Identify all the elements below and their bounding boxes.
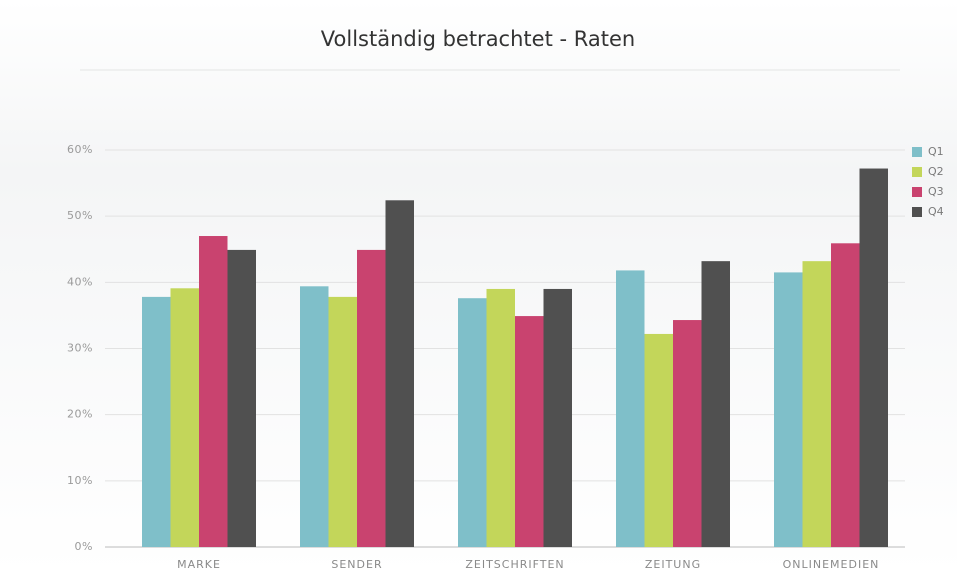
x-tick-label: ONLINEMEDIEN	[783, 558, 880, 571]
bar	[616, 270, 645, 547]
legend-label: Q2	[928, 165, 944, 178]
y-tick-label: 10%	[67, 474, 93, 487]
legend-swatch	[912, 187, 922, 197]
bar	[673, 320, 702, 547]
bar	[701, 261, 730, 547]
legend-label: Q4	[928, 205, 944, 218]
bar	[644, 333, 673, 547]
x-tick-label: MARKE	[177, 558, 221, 571]
legend-swatch	[912, 147, 922, 157]
bar	[831, 243, 860, 548]
x-tick-label: ZEITSCHRIFTEN	[465, 558, 564, 571]
bar	[486, 288, 515, 547]
x-tick-label: SENDER	[331, 558, 382, 571]
legend-label: Q1	[928, 145, 944, 158]
bar	[543, 288, 572, 547]
bar	[774, 272, 803, 547]
bar	[515, 316, 544, 547]
bar	[328, 296, 357, 547]
y-tick-label: 20%	[67, 408, 93, 421]
x-tick-label: ZEITUNG	[645, 558, 701, 571]
y-tick-label: 60%	[67, 143, 93, 156]
legend-label: Q3	[928, 185, 944, 198]
bar	[300, 286, 329, 547]
bar	[142, 296, 171, 547]
bar	[170, 288, 199, 547]
y-tick-label: 30%	[67, 342, 93, 355]
bar	[199, 236, 228, 547]
bar	[458, 298, 487, 547]
y-tick-label: 0%	[75, 540, 93, 553]
legend-swatch	[912, 207, 922, 217]
y-tick-label: 40%	[67, 275, 93, 288]
legend-swatch	[912, 167, 922, 177]
bar	[385, 200, 414, 547]
y-tick-label: 50%	[67, 209, 93, 222]
bar	[227, 249, 256, 547]
chart-title: Vollständig betrachtet - Raten	[321, 27, 635, 51]
bar	[802, 261, 831, 547]
bar	[859, 168, 888, 547]
bar	[357, 249, 386, 547]
